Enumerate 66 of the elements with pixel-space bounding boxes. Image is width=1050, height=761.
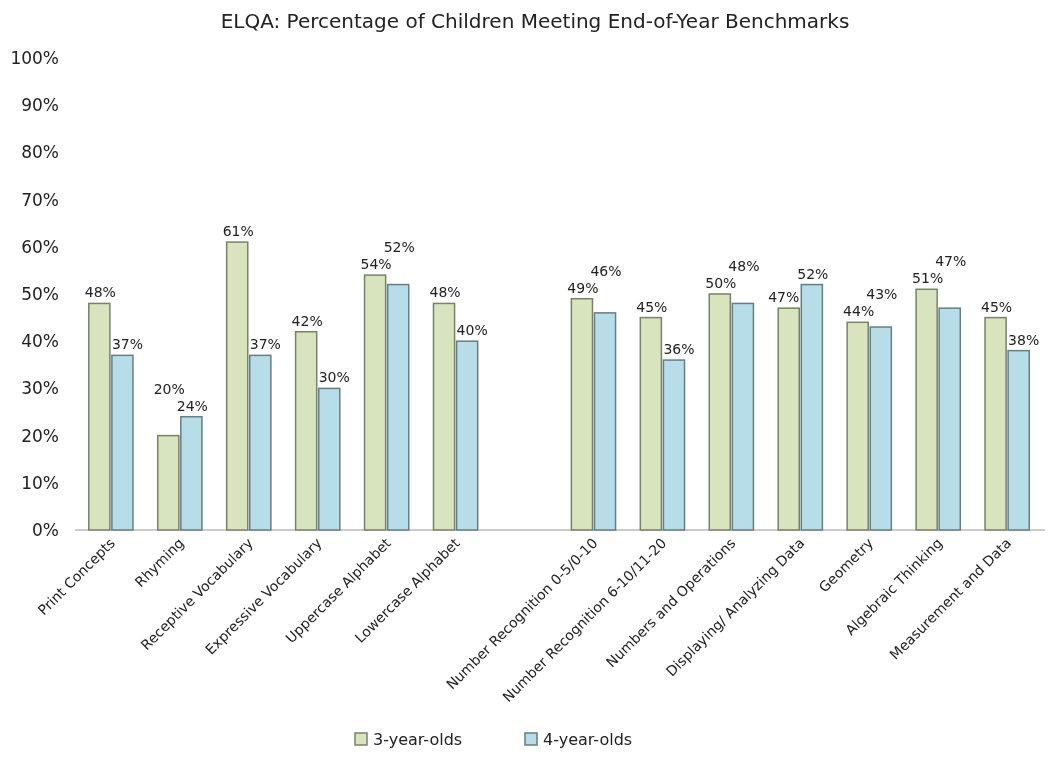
data-label: 50% xyxy=(705,275,737,291)
chart-title: ELQA: Percentage of Children Meeting End-of-Year Benchmarks xyxy=(220,9,850,33)
bar xyxy=(317,387,341,531)
bar xyxy=(915,288,938,531)
data-label: 45% xyxy=(981,298,1013,315)
bar xyxy=(294,331,318,531)
bar xyxy=(869,326,893,531)
y-tick-label: 20% xyxy=(21,425,59,446)
bar xyxy=(455,340,479,531)
y-tick-label: 90% xyxy=(21,95,59,116)
data-label: 61% xyxy=(222,223,254,240)
data-label: 44% xyxy=(843,303,875,320)
data-label: 24% xyxy=(176,397,208,414)
bar xyxy=(111,354,134,531)
data-label: 37% xyxy=(249,336,281,353)
bar xyxy=(432,302,456,531)
data-label: 30% xyxy=(318,369,350,386)
data-label: 40% xyxy=(456,322,488,339)
bar xyxy=(156,434,180,531)
bar xyxy=(731,302,755,531)
data-label: 48% xyxy=(728,258,760,274)
data-label: 37% xyxy=(111,336,144,353)
data-label: 43% xyxy=(866,286,898,303)
legend-label: 4-year-olds xyxy=(543,730,633,749)
data-label: 48% xyxy=(84,284,116,301)
data-label: 52% xyxy=(797,265,829,282)
bar xyxy=(180,415,203,531)
bar xyxy=(386,283,410,531)
bar xyxy=(1007,349,1030,531)
data-label: 48% xyxy=(429,284,461,301)
data-label: 42% xyxy=(291,312,323,329)
y-tick-label: 30% xyxy=(21,378,59,399)
data-label: 36% xyxy=(663,341,695,358)
bar xyxy=(846,321,869,531)
bar xyxy=(662,359,686,531)
y-tick-label: 10% xyxy=(21,472,59,493)
data-label: 20% xyxy=(153,380,185,397)
bar xyxy=(800,283,824,531)
data-label: 47% xyxy=(935,253,967,270)
data-label: 51% xyxy=(912,270,944,287)
y-tick-label: 50% xyxy=(21,283,59,304)
bar xyxy=(363,274,387,531)
bar xyxy=(225,241,249,531)
bar xyxy=(639,316,663,531)
bar xyxy=(593,312,617,531)
legend-label: 3-year-olds xyxy=(373,730,463,749)
bar xyxy=(777,307,801,531)
bar xyxy=(88,302,111,531)
y-tick-label: 0% xyxy=(32,519,59,540)
data-label: 45% xyxy=(636,298,668,315)
data-label: 38% xyxy=(1008,331,1040,348)
data-label: 54% xyxy=(360,256,392,273)
y-tick-label: 100% xyxy=(10,47,59,68)
data-label: 52% xyxy=(383,239,415,256)
bar xyxy=(570,297,594,531)
y-tick-label: 60% xyxy=(21,236,59,257)
data-label: 49% xyxy=(567,279,599,296)
data-label: 47% xyxy=(768,289,800,306)
data-label: 46% xyxy=(590,262,622,279)
bar xyxy=(938,307,962,531)
bar xyxy=(249,354,272,531)
y-tick-label: 80% xyxy=(21,142,59,163)
y-tick-label: 70% xyxy=(21,189,59,210)
bar xyxy=(984,316,1007,531)
y-tick-label: 40% xyxy=(21,331,59,352)
bar xyxy=(708,293,732,531)
